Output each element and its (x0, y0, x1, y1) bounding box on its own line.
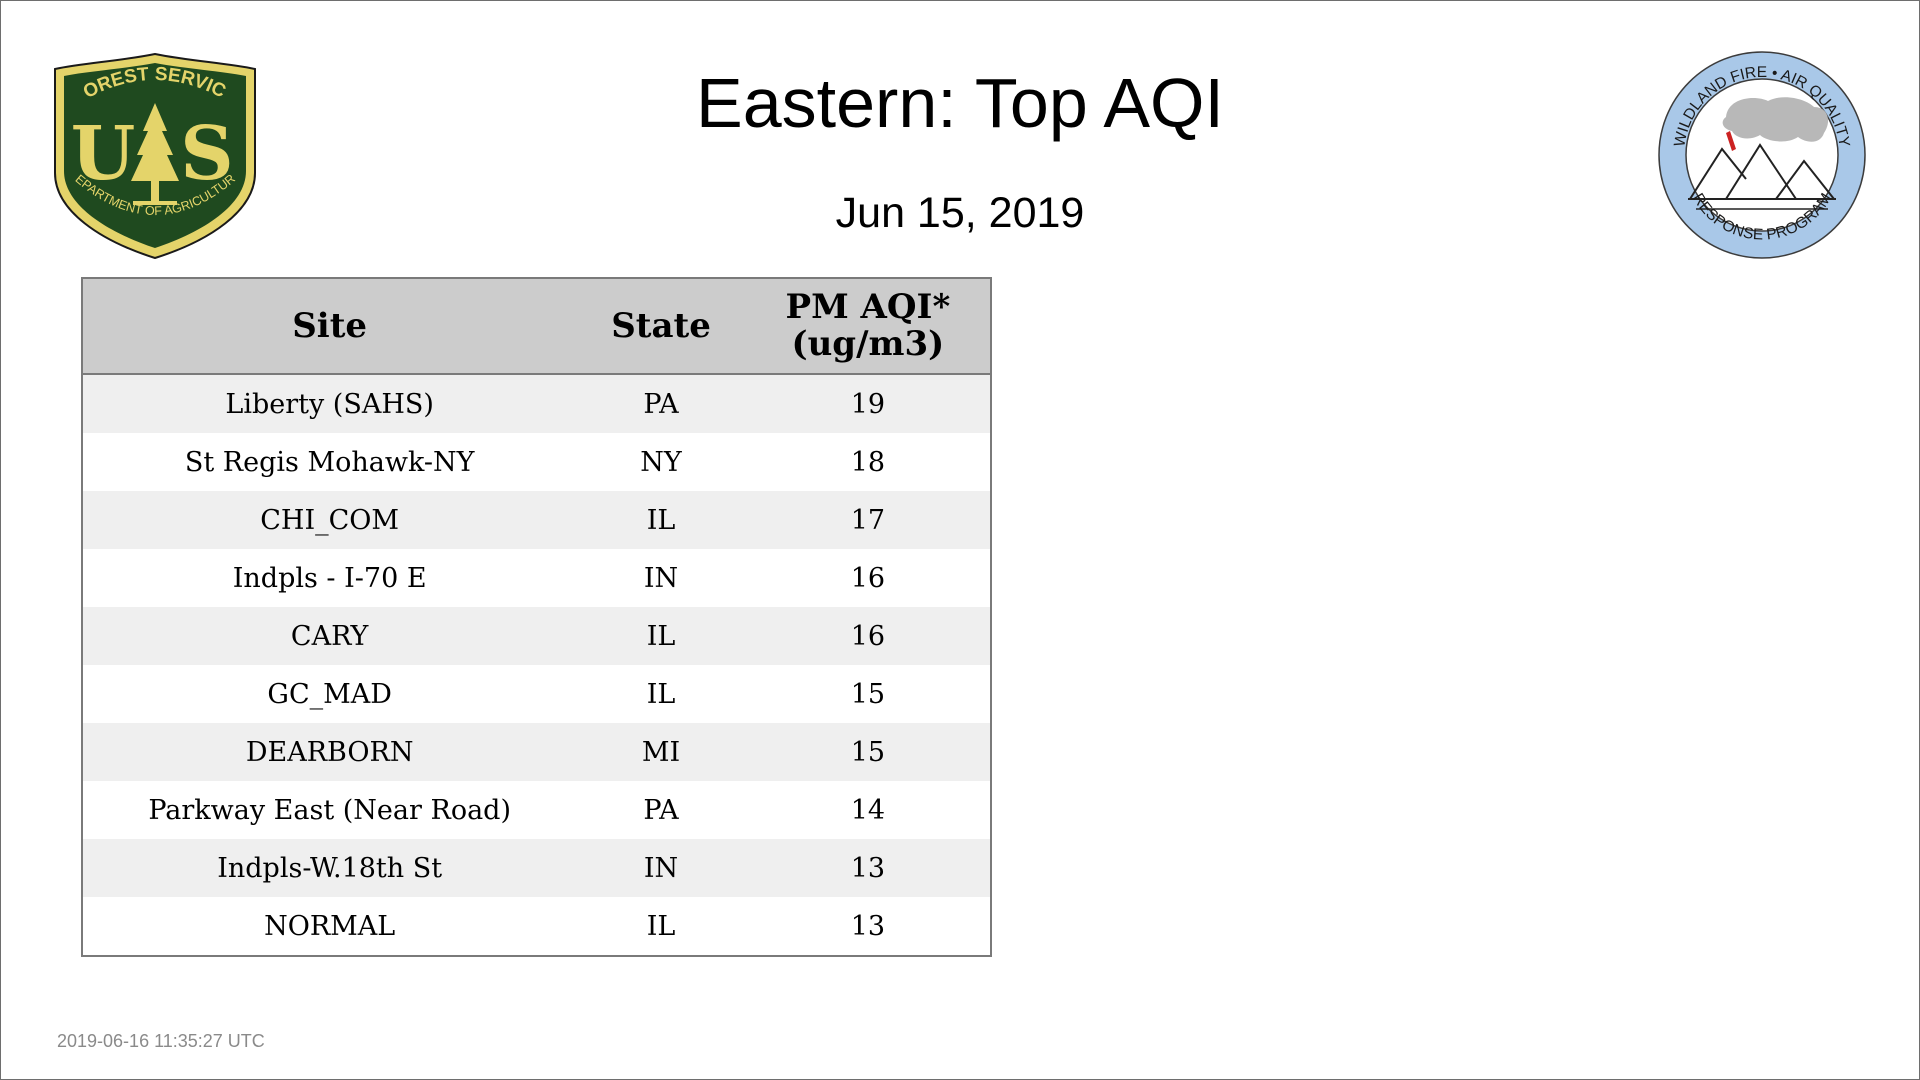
cell-site: St Regis Mohawk-NY (82, 433, 577, 491)
slide-date: Jun 15, 2019 (835, 189, 1085, 237)
cell-aqi: 16 (745, 607, 991, 665)
table-row: CHI_COM IL 17 (82, 491, 991, 549)
wildland-fire-air-quality-seal-icon: WILDLAND FIRE • AIR QUALITY RESPONSE PRO… (1656, 49, 1868, 261)
cell-state: IL (576, 665, 746, 723)
cell-site: Indpls - I-70 E (82, 549, 577, 607)
header-state: State (576, 278, 746, 375)
table-row: St Regis Mohawk-NY NY 18 (82, 433, 991, 491)
generated-timestamp: 2019-06-16 11:35:27 UTC (57, 1031, 265, 1051)
cell-aqi: 18 (745, 433, 991, 491)
table-row: GC_MAD IL 15 (82, 665, 991, 723)
aqi-table: Site State PM AQI* (ug/m3) Liberty (SAHS… (81, 277, 992, 957)
table-row: Liberty (SAHS) PA 19 (82, 374, 991, 433)
slide-title: Eastern: Top AQI (696, 64, 1224, 142)
table-row: Parkway East (Near Road) PA 14 (82, 781, 991, 839)
header-site: Site (82, 278, 577, 375)
cell-site: DEARBORN (82, 723, 577, 781)
cell-state: IL (576, 897, 746, 956)
cell-state: IL (576, 607, 746, 665)
cell-state: IN (576, 839, 746, 897)
cell-site: CHI_COM (82, 491, 577, 549)
table-row: CARY IL 16 (82, 607, 991, 665)
cell-state: NY (576, 433, 746, 491)
table-row: Indpls-W.18th St IN 13 (82, 839, 991, 897)
cell-state: MI (576, 723, 746, 781)
cell-site: Liberty (SAHS) (82, 374, 577, 433)
cell-site: CARY (82, 607, 577, 665)
cell-aqi: 19 (745, 374, 991, 433)
cell-aqi: 15 (745, 723, 991, 781)
svg-text:S: S (180, 111, 233, 197)
table-body: Liberty (SAHS) PA 19 St Regis Mohawk-NY NY 1… (82, 374, 991, 956)
cell-state: IL (576, 491, 746, 549)
svg-text:U: U (71, 111, 136, 197)
cell-state: PA (576, 374, 746, 433)
cell-site: NORMAL (82, 897, 577, 956)
cell-site: Parkway East (Near Road) (82, 781, 577, 839)
cell-site: Indpls-W.18th St (82, 839, 577, 897)
cell-aqi: 14 (745, 781, 991, 839)
cell-aqi: 13 (745, 897, 991, 956)
header-pm-aqi-line2: (ug/m3) (791, 324, 945, 364)
cell-aqi: 15 (745, 665, 991, 723)
table-row: NORMAL IL 13 (82, 897, 991, 956)
header-pm-aqi: PM AQI* (ug/m3) (745, 278, 991, 375)
table-row: Indpls - I-70 E IN 16 (82, 549, 991, 607)
cell-aqi: 17 (745, 491, 991, 549)
cell-site: GC_MAD (82, 665, 577, 723)
table-row: DEARBORN MI 15 (82, 723, 991, 781)
usfs-shield-icon: FOREST SERVICE U S DEPARTMENT OF AGRICUL… (45, 35, 259, 261)
cell-state: PA (576, 781, 746, 839)
cell-aqi: 16 (745, 549, 991, 607)
header-pm-aqi-line1: PM AQI* (785, 287, 951, 327)
table-header-row: Site State PM AQI* (ug/m3) (82, 278, 991, 375)
cell-state: IN (576, 549, 746, 607)
cell-aqi: 13 (745, 839, 991, 897)
